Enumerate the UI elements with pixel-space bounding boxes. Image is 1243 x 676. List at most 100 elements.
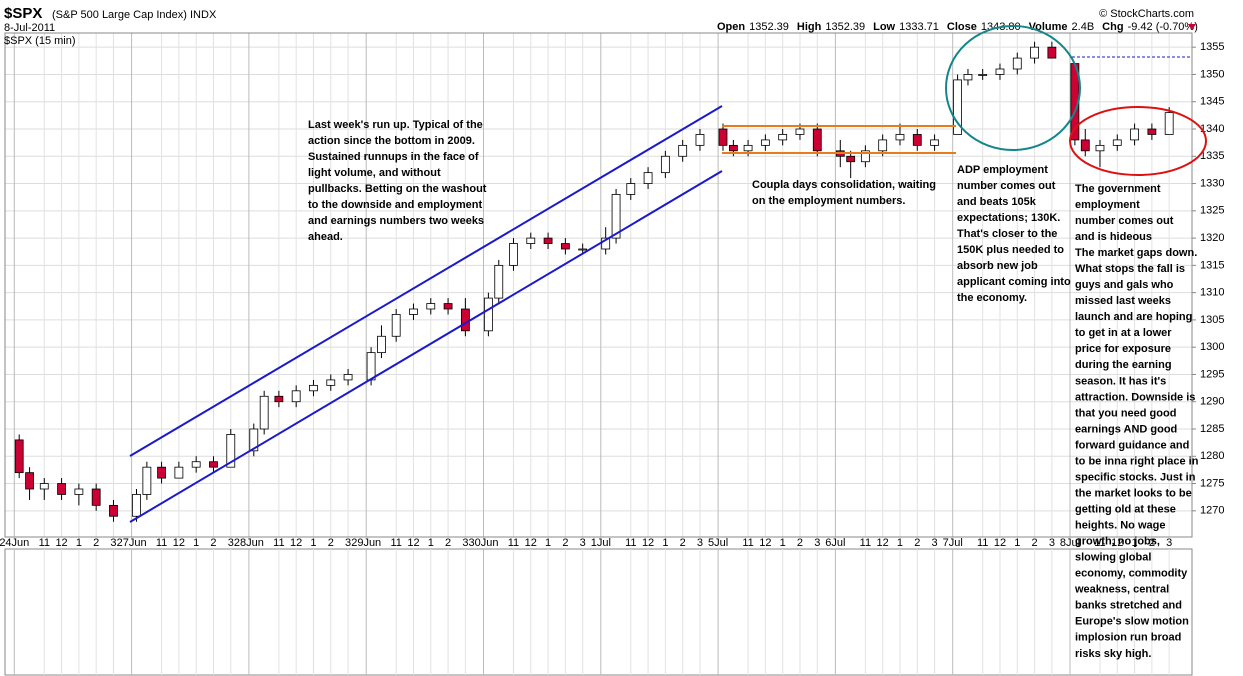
- x-tick-label: 1: [1014, 537, 1020, 549]
- date: 8-Jul-2011: [4, 22, 55, 34]
- candle-body: [1147, 128, 1157, 135]
- x-tick-label: 2: [797, 537, 803, 549]
- y-tick-label: 1355: [1200, 41, 1224, 53]
- x-tick-label: 11: [742, 537, 753, 549]
- circle-gap: [1069, 106, 1207, 176]
- x-tick-label: 12: [994, 537, 1006, 549]
- quote-value: 1352.39: [749, 21, 789, 33]
- annotations: Last week's run up. Typical of the action…: [308, 119, 1199, 660]
- candle-body: [1130, 128, 1139, 141]
- annotation-line: heights. No wage: [1075, 520, 1165, 532]
- x-tick-label: 1Jul: [591, 537, 611, 549]
- y-tick-label: 1290: [1200, 396, 1224, 408]
- x-tick-label: 2: [445, 537, 451, 549]
- x-tick-label: 11: [860, 537, 871, 549]
- candle-body: [14, 439, 24, 474]
- candle-body: [142, 466, 152, 495]
- quote-label: High: [797, 21, 822, 33]
- y-tick-label: 1320: [1200, 232, 1224, 244]
- annotation-line: Europe's slow motion: [1075, 616, 1189, 628]
- annotation-line: on the employment numbers.: [752, 195, 905, 207]
- annotation-line: slowing global: [1075, 552, 1151, 564]
- annotation-line: to get in at a lower: [1075, 327, 1172, 339]
- x-tick-label: 11: [1094, 537, 1105, 549]
- annotation-line: to be inna right place in: [1075, 455, 1199, 467]
- x-tick-label: 3: [932, 537, 938, 549]
- circle-adp: [945, 25, 1081, 151]
- x-tick-label: 3: [110, 537, 116, 549]
- quote-value: 1352.39: [825, 21, 865, 33]
- y-tick-label: 1345: [1200, 96, 1224, 108]
- candle-body: [1080, 139, 1090, 152]
- candle-body: [611, 194, 621, 239]
- lower-grid: [13, 549, 1170, 675]
- annotation-line: the economy.: [957, 292, 1027, 304]
- annotation-line: and is hideous: [1075, 231, 1152, 243]
- x-tick-label: 3: [697, 537, 703, 549]
- x-tick-label: 11: [977, 537, 988, 549]
- candle-body: [443, 303, 453, 310]
- annotation-line: absorb new job: [957, 260, 1038, 272]
- annotation-line: ADP employment: [957, 164, 1048, 176]
- x-tick-label: 28Jun: [234, 537, 264, 549]
- candle-body: [391, 314, 401, 337]
- candle-body: [846, 155, 856, 163]
- x-tick-label: 2: [1149, 537, 1155, 549]
- x-tick-label: 11: [625, 537, 636, 549]
- candle-body: [25, 472, 34, 490]
- candle-body: [1047, 46, 1057, 59]
- y-tick-label: 1340: [1200, 123, 1224, 135]
- candle-body: [377, 335, 386, 354]
- x-tick-label: 8Jul: [1060, 537, 1080, 549]
- index-name: (S&P 500 Large Cap Index) INDX: [52, 9, 217, 21]
- candle-body: [57, 483, 66, 495]
- annotation-line: to the downside and employment: [308, 199, 483, 211]
- candle-body: [132, 494, 141, 517]
- down-arrow: [1188, 24, 1196, 30]
- candle-body: [209, 461, 218, 468]
- x-tick-label: 2: [328, 537, 334, 549]
- candle-body: [953, 79, 962, 135]
- annotation-line: the market looks to be: [1075, 487, 1192, 499]
- quote-label: Volume: [1029, 21, 1068, 33]
- annotation-line: action since the bottom in 2009.: [308, 135, 475, 147]
- grid: 1270127512801285129012951300130513101315…: [0, 33, 1224, 549]
- channel-upper: [129, 105, 723, 457]
- quote-value: -9.42 (-0.70%): [1128, 21, 1198, 33]
- y-tick-label: 1315: [1200, 259, 1224, 271]
- x-tick-label: 1: [76, 537, 82, 549]
- quote-label: Chg: [1102, 21, 1123, 33]
- x-tick-label: 11: [390, 537, 401, 549]
- annotation-line: employment: [1075, 199, 1140, 211]
- candle-body: [1112, 139, 1122, 146]
- candle-body: [483, 297, 493, 332]
- candle-body: [343, 374, 353, 381]
- annotation-line: ahead.: [308, 231, 343, 243]
- x-tick-label: 2: [1032, 537, 1038, 549]
- x-tick-label: 3: [580, 537, 586, 549]
- candle-body: [309, 384, 318, 392]
- candle-body: [494, 264, 504, 299]
- quote-value: 1333.71: [899, 21, 939, 33]
- y-tick-label: 1270: [1200, 505, 1224, 517]
- x-tick-label: 1: [1132, 537, 1138, 549]
- candle-body: [259, 395, 269, 430]
- quote-label: Close: [947, 21, 977, 33]
- period: $SPX (15 min): [4, 35, 76, 47]
- candle-body: [795, 128, 805, 135]
- x-tick-label: 11: [156, 537, 167, 549]
- x-tick-label: 2: [680, 537, 686, 549]
- annotation-line: during the earning: [1075, 359, 1172, 371]
- x-tick-label: 1: [428, 537, 434, 549]
- plot-frame: [4, 32, 1193, 538]
- x-tick-label: 2: [93, 537, 99, 549]
- annotation-line: number comes out: [957, 180, 1056, 192]
- lower-panel: [4, 548, 1193, 676]
- x-tick-label: 5Jul: [708, 537, 728, 549]
- x-tick-label: 12: [642, 537, 654, 549]
- candle-body: [695, 134, 705, 146]
- x-tick-label: 1: [897, 537, 903, 549]
- candle-body: [543, 237, 553, 244]
- candle-body: [291, 390, 301, 403]
